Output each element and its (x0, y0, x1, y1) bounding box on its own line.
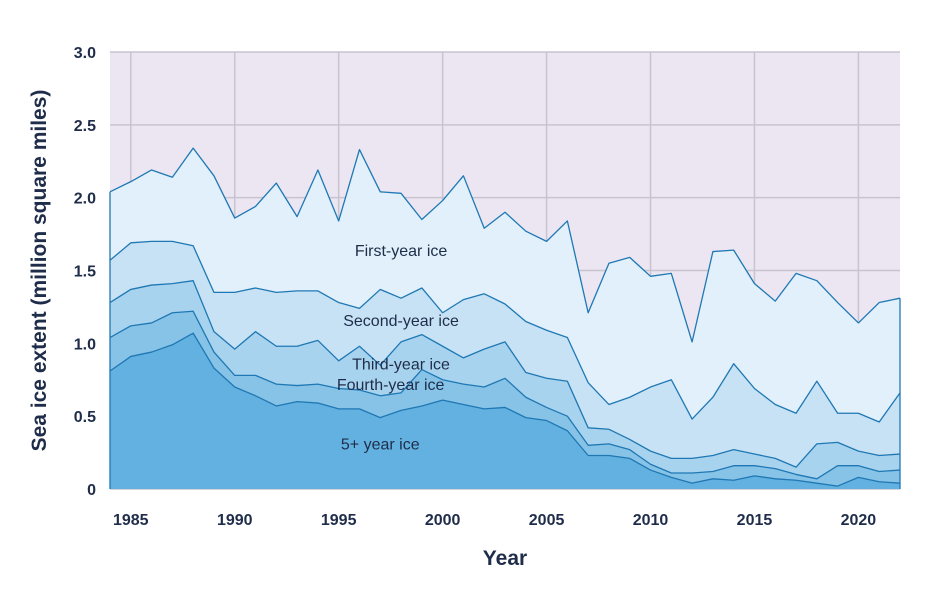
label-fourth-year-ice: Fourth-year ice (337, 377, 445, 394)
x-tick-label: 2000 (425, 512, 461, 529)
label-third-year-ice: Third-year ice (352, 357, 450, 374)
series-outlines (109, 147, 901, 489)
y-axis-title: Sea ice extent (million square miles) (28, 90, 51, 452)
x-axis-title: Year (483, 547, 527, 570)
y-tick-label: 3.0 (74, 45, 96, 62)
x-tick-label: 2015 (737, 512, 773, 529)
x-tick-label: 2020 (841, 512, 877, 529)
label-5plus-year-ice: 5+ year ice (341, 437, 420, 454)
y-tick-label: 0.5 (74, 409, 96, 426)
stacked-areas (110, 148, 900, 489)
line-fourth-year-ice (109, 310, 901, 480)
y-tick-label: 0 (87, 482, 96, 499)
label-first-year-ice: First-year ice (355, 243, 448, 260)
x-tick-label: 1985 (113, 512, 149, 529)
y-tick-label: 1.0 (74, 336, 96, 353)
x-tick-label: 1995 (321, 512, 357, 529)
area-5plus-year-ice (110, 333, 900, 489)
line-second-year-ice (109, 240, 901, 423)
y-tick-label: 2.0 (74, 191, 96, 208)
y-tick-label: 2.5 (74, 118, 96, 135)
line-first-year-ice (109, 147, 901, 343)
label-second-year-ice: Second-year ice (343, 313, 459, 330)
x-tick-label: 1990 (217, 512, 253, 529)
y-axis-ticks: 0 0.5 1.0 1.5 2.0 2.5 3.0 (74, 45, 96, 499)
series-labels: 5+ year ice Fourth-year ice Third-year ice… (337, 243, 459, 454)
y-tick-label: 1.5 (74, 264, 96, 281)
x-axis-ticks: 1985 1990 1995 2000 2005 2010 2015 2020 (113, 512, 876, 529)
line-5plus-year-ice (109, 332, 901, 487)
x-tick-label: 2010 (633, 512, 669, 529)
x-tick-label: 2005 (529, 512, 565, 529)
line-third-year-ice (109, 280, 901, 468)
